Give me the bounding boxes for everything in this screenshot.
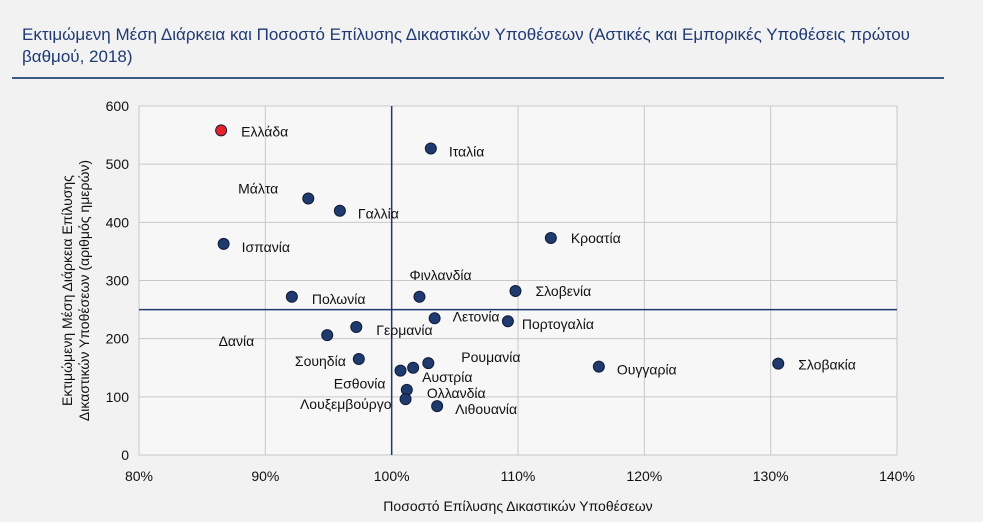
point-label: Ιταλία	[449, 143, 485, 159]
point-label: Ελλάδα	[241, 123, 288, 139]
point-label: Ουγγαρία	[617, 362, 677, 378]
y-tick-label: 200	[106, 331, 130, 347]
point-label: Πολωνία	[312, 291, 366, 307]
data-point	[544, 232, 557, 245]
data-point	[399, 393, 412, 406]
point-label: Γαλλία	[358, 206, 399, 222]
data-point	[352, 353, 365, 366]
x-tick-label: 110%	[501, 468, 536, 484]
x-tick-label: 120%	[626, 468, 662, 484]
point-label: Δανία	[219, 333, 255, 349]
y-tick-label: 0	[121, 447, 129, 463]
y-axis-label: Εκτιμώμενη Μέση Διάρκεια ΕπίλυσηςΔικαστι…	[59, 160, 92, 421]
point-label: Ισπανία	[242, 239, 290, 255]
data-point	[501, 315, 514, 328]
point-label: Εσθονία	[334, 376, 386, 392]
data-point	[509, 284, 522, 297]
point-label: Πορτογαλία	[522, 316, 594, 332]
data-point	[333, 204, 346, 217]
data-point	[424, 142, 437, 155]
data-point	[217, 237, 230, 250]
data-point	[394, 364, 407, 377]
point-label: Κροατία	[571, 230, 621, 246]
point-label: Φινλανδία	[409, 267, 471, 283]
data-point	[321, 329, 334, 342]
x-tick-label: 130%	[753, 468, 789, 484]
y-tick-label: 300	[106, 273, 130, 289]
data-point	[215, 124, 228, 137]
data-point	[431, 400, 444, 413]
data-point	[592, 360, 605, 373]
y-tick-label: 500	[106, 156, 130, 172]
point-label: Ρουμανία	[461, 349, 520, 365]
point-label: Λετονία	[453, 308, 500, 324]
point-label: Μάλτα	[238, 180, 278, 196]
x-tick-label: 100%	[374, 468, 410, 484]
data-point	[302, 192, 315, 205]
point-label: Γερμανία	[376, 322, 432, 338]
point-label: Λουξεμβούργο	[300, 396, 392, 412]
y-tick-label: 100	[106, 389, 130, 405]
x-tick-label: 140%	[879, 468, 915, 484]
point-label: Λιθουανία	[455, 401, 517, 417]
data-point	[428, 312, 441, 325]
point-label: Σλοβενία	[535, 283, 591, 299]
point-label: Αυστρία	[422, 369, 472, 385]
data-point	[407, 361, 420, 374]
data-point	[413, 290, 426, 303]
y-tick-label: 600	[106, 98, 130, 114]
data-point	[772, 357, 785, 370]
x-tick-label: 80%	[125, 468, 153, 484]
point-label: Σλοβακία	[798, 357, 856, 373]
data-point	[285, 290, 298, 303]
data-point	[350, 321, 363, 334]
x-tick-label: 90%	[251, 468, 279, 484]
data-point	[422, 357, 435, 370]
title-divider	[12, 77, 944, 79]
x-axis-label: Ποσοστό Επίλυσης Δικαστικών Υποθέσεων	[383, 498, 652, 514]
point-label: Ολλανδία	[427, 385, 486, 401]
chart-title: Εκτιμώμενη Μέση Διάρκεια και Ποσοστό Επί…	[22, 25, 910, 66]
point-label: Σουηδία	[295, 353, 346, 369]
y-tick-label: 400	[106, 214, 130, 230]
